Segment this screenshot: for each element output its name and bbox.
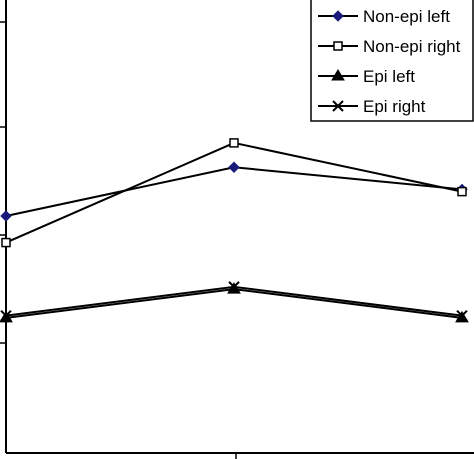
- series-2: [0, 282, 469, 323]
- legend: Non-epi left Non-epi right Epi left Epi rig…: [310, 0, 474, 122]
- data-point: [456, 309, 468, 322]
- series-3: [0, 281, 468, 322]
- legend-label: Non-epi left: [363, 7, 450, 26]
- legend-marker: [332, 100, 344, 112]
- data-point: [228, 281, 240, 293]
- data-point: [0, 210, 12, 222]
- data-point: [228, 161, 240, 173]
- legend-label: Non-epi right: [363, 37, 461, 56]
- series-0: [0, 161, 468, 222]
- series-1: [1, 138, 467, 248]
- data-point: [229, 138, 239, 148]
- series-line: [5, 166, 463, 217]
- data-point: [0, 309, 12, 322]
- legend-items: Non-epi left Non-epi right Epi left Epi rig…: [318, 7, 461, 116]
- series-layer: [0, 138, 469, 323]
- legend-marker: [331, 69, 345, 81]
- legend-item: Non-epi right: [318, 37, 461, 56]
- legend-marker: [332, 10, 344, 22]
- legend-item: Epi right: [318, 97, 426, 116]
- legend-label: Epi left: [363, 67, 415, 86]
- y-axis-ticks: [0, 21, 6, 344]
- data-point: [1, 237, 11, 248]
- legend-label: Epi right: [363, 97, 426, 116]
- legend-item: Epi left: [318, 67, 415, 86]
- data-point: [457, 186, 467, 197]
- series-line: [5, 141, 463, 244]
- legend-item: Non-epi left: [318, 7, 450, 26]
- legend-marker: [333, 41, 343, 51]
